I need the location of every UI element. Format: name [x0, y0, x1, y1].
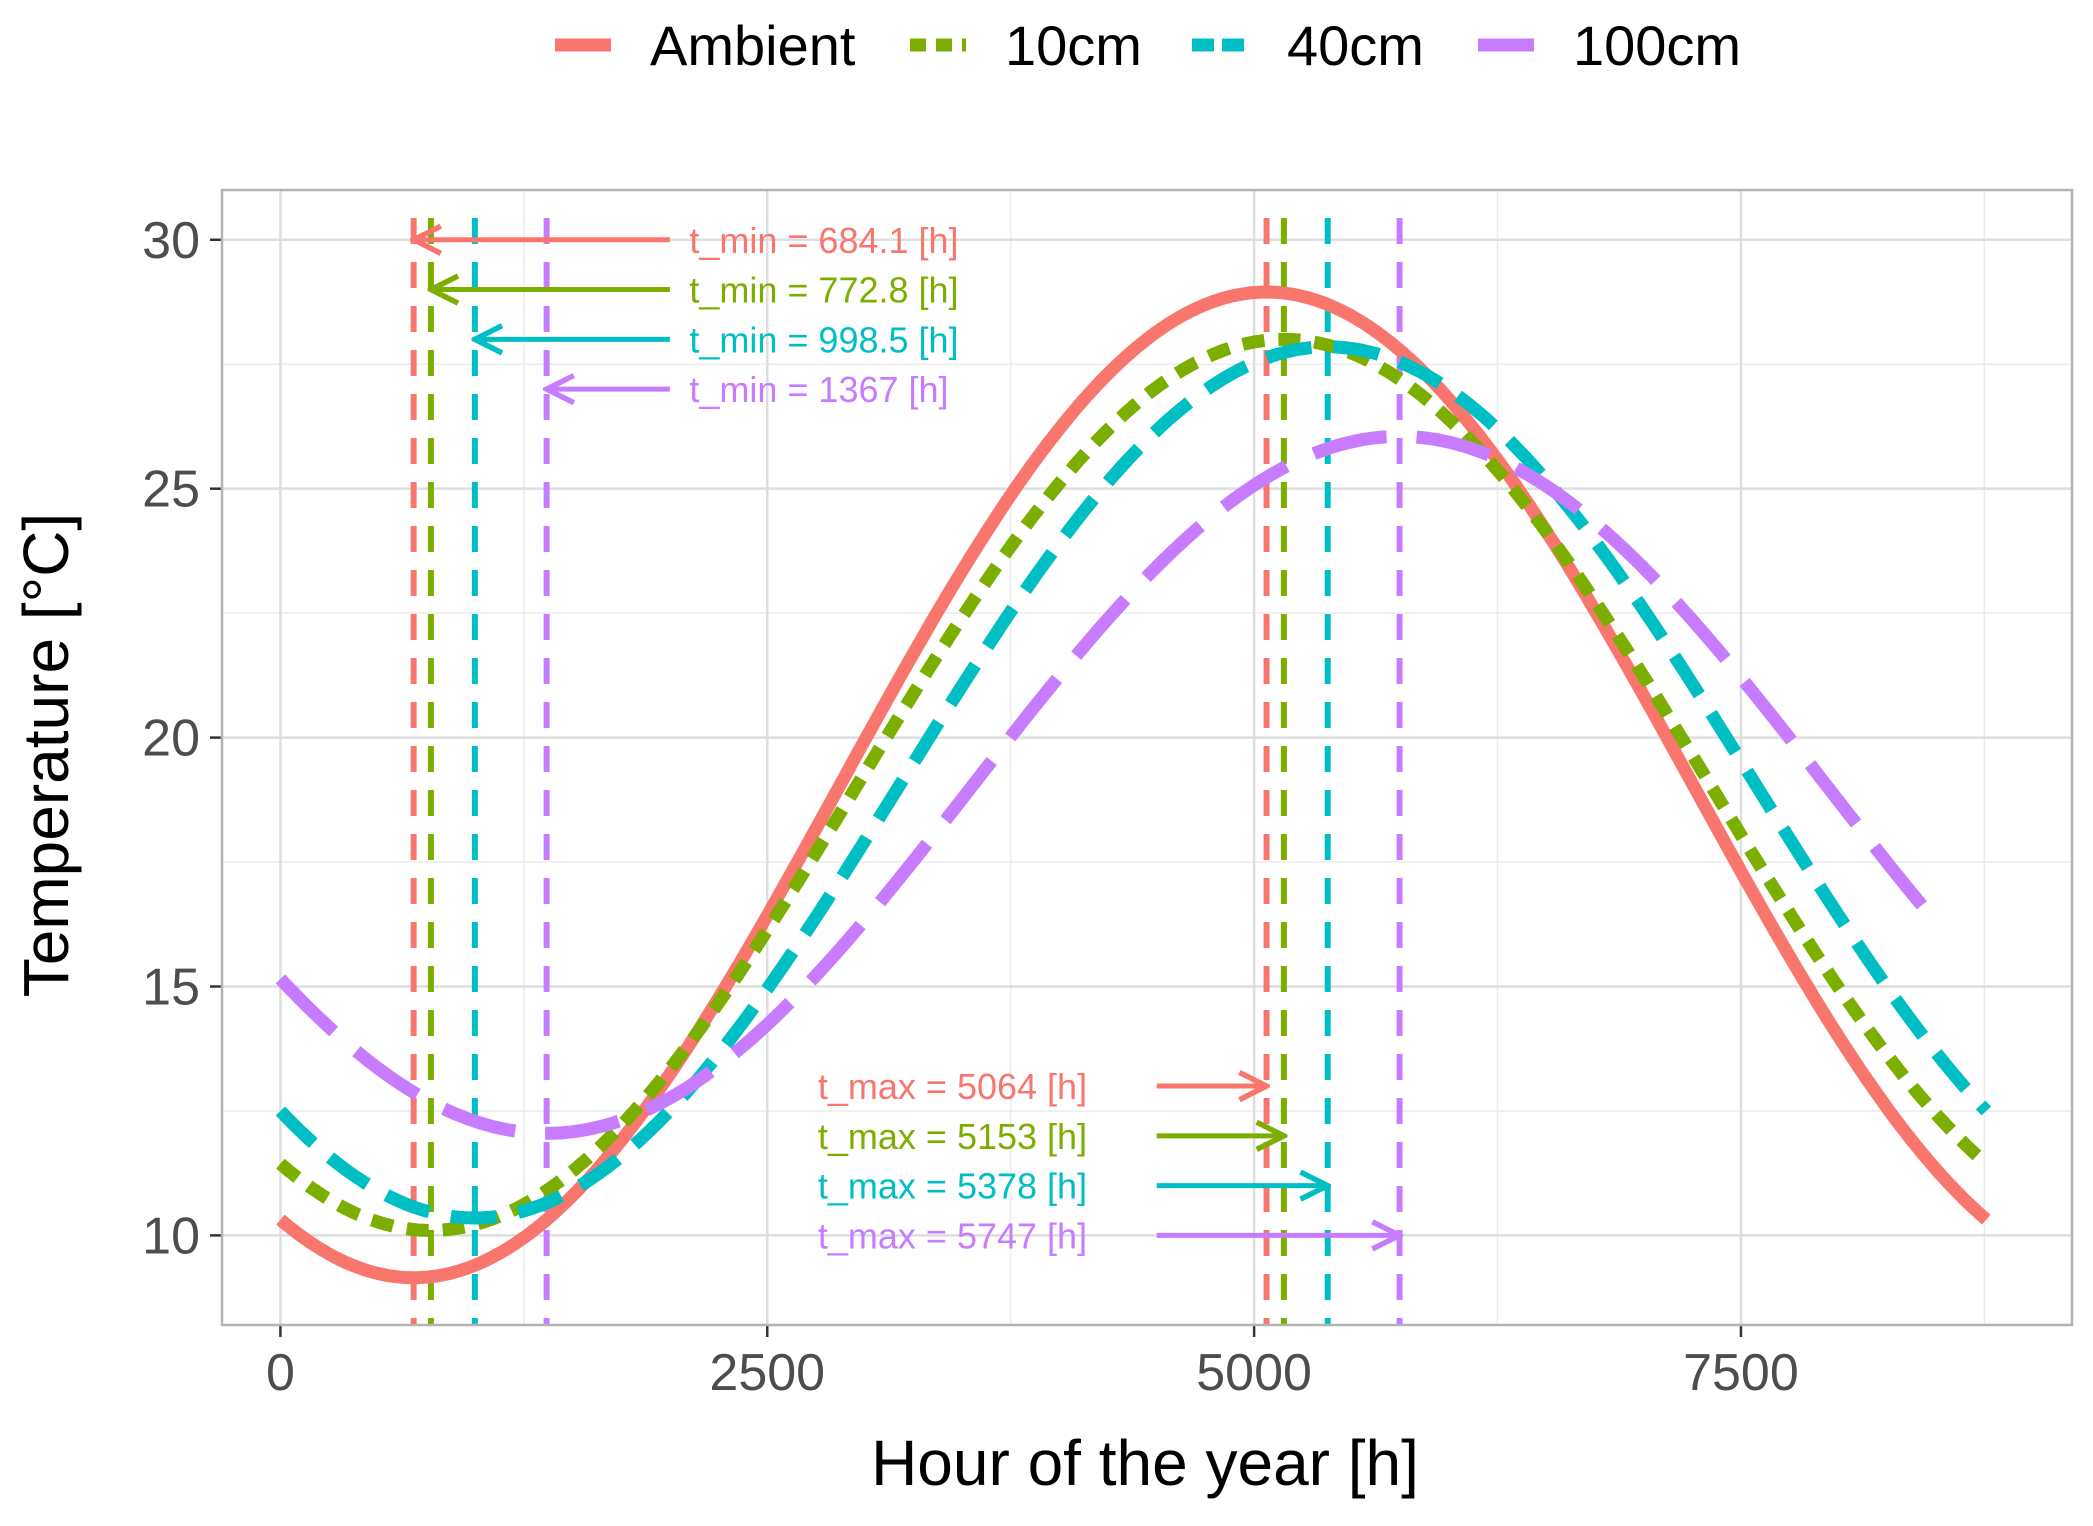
x-tick-label: 2500: [709, 1344, 825, 1402]
x-tick-label: 7500: [1683, 1344, 1799, 1402]
t-max-label: t_max = 5378 [h]: [818, 1166, 1087, 1207]
series-line-10cm: [276, 332, 1991, 1237]
series-line-40cm: [275, 340, 1992, 1225]
series-line-100cm: [275, 429, 1941, 1140]
y-tick-label: 15: [142, 958, 200, 1016]
t-min-label: t_min = 1367 [h]: [689, 369, 948, 410]
t-min-label: t_min = 998.5 [h]: [689, 319, 958, 360]
t-max-label: t_max = 5064 [h]: [818, 1066, 1087, 1107]
t-min-label: t_min = 684.1 [h]: [689, 220, 958, 261]
y-axis-title: Temperature [°C]: [10, 513, 82, 997]
t-max-label: t_max = 5747 [h]: [818, 1215, 1087, 1256]
y-tick-label: 20: [142, 710, 200, 768]
x-axis-title: Hour of the year [h]: [871, 1427, 1419, 1499]
y-tick-label: 25: [142, 461, 200, 519]
panel-border: [220, 188, 2074, 1327]
y-tick-label: 10: [142, 1207, 200, 1265]
series-line-ambient: [276, 285, 1991, 1285]
legend-label-100cm: 100cm: [1573, 14, 1741, 77]
x-tick-label: 0: [266, 1344, 295, 1402]
y-tick-label: 30: [142, 212, 200, 270]
t-max-label: t_max = 5153 [h]: [818, 1116, 1087, 1157]
plot-area: 0 2500 5000 7500 10 15 20 25 30 t_min = 684.1 [h]…: [142, 188, 2074, 1402]
legend: Ambient 10cm 40cm 100cm: [555, 14, 1741, 77]
t-min-label: t_min = 772.8 [h]: [689, 270, 958, 311]
legend-label-ambient: Ambient: [650, 14, 856, 77]
legend-label-10cm: 10cm: [1005, 14, 1142, 77]
x-tick-label: 5000: [1196, 1344, 1312, 1402]
legend-label-40cm: 40cm: [1287, 14, 1424, 77]
